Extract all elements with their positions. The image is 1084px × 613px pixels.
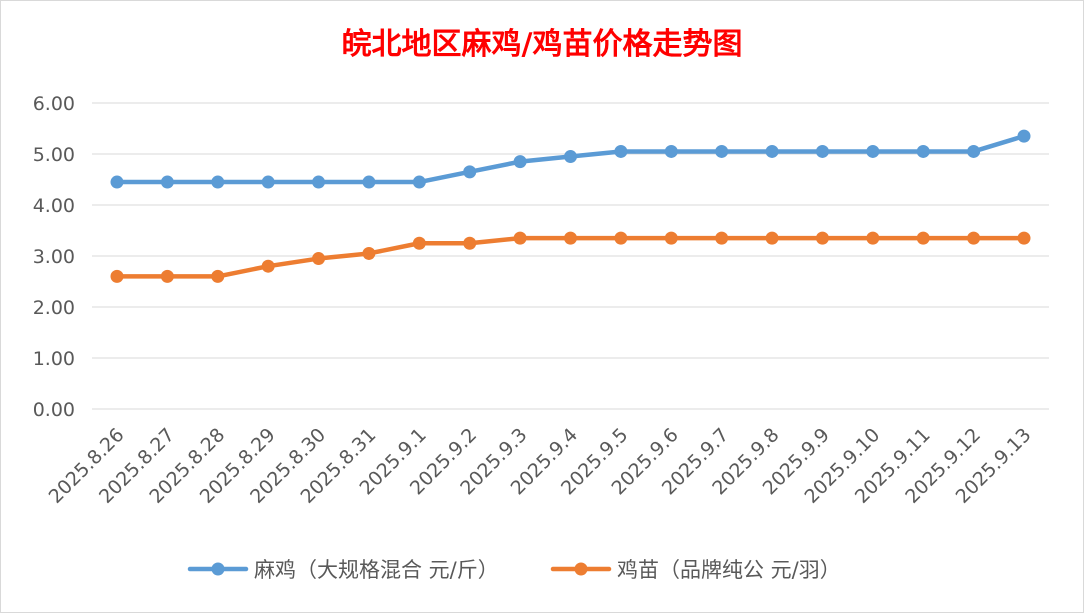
data-point [110,269,124,283]
y-axis-ticks: 0.00 1.00 2.00 3.00 4.00 5.00 6.00 [33,93,75,421]
data-point [463,165,477,179]
chart-title: 皖北地区麻鸡/鸡苗价格走势图 [342,27,743,62]
y-tick-label: 6.00 [33,93,75,115]
data-point [765,231,779,245]
data-point [312,175,326,189]
data-point [564,150,577,164]
y-tick-label: 4.00 [33,195,75,217]
data-point [916,231,930,245]
y-tick-label: 2.00 [33,297,75,319]
data-point [664,231,678,245]
legend: 麻鸡（大规格混合 元/斤） 鸡苗（品牌纯公 元/羽） [187,558,841,582]
legend-swatch-marker [574,562,588,576]
legend-item: 麻鸡（大规格混合 元/斤） [187,558,499,582]
data-point [312,252,326,266]
data-point [160,269,174,283]
data-point [463,236,477,250]
data-point [967,144,981,158]
data-point [362,175,376,189]
y-tick-label: 3.00 [33,246,75,268]
data-point [866,144,880,158]
legend-label: 麻鸡（大规格混合 元/斤） [254,558,499,582]
data-point [815,144,829,158]
data-point [1017,129,1031,143]
data-point [866,231,880,245]
data-point [513,155,527,169]
legend-swatch-marker [211,562,225,576]
series-2 [110,231,1031,283]
data-point [916,144,930,158]
y-tick-label: 5.00 [33,144,75,166]
series-1 [110,129,1031,189]
data-point [1017,231,1031,245]
legend-item: 鸡苗（品牌纯公 元/羽） [550,558,841,582]
data-point [110,175,124,189]
data-point [261,175,275,189]
data-point [362,246,376,260]
data-point [211,269,225,283]
y-tick-label: 1.00 [33,348,75,370]
data-point [564,231,577,245]
series-layer [110,129,1031,283]
legend-label: 鸡苗（品牌纯公 元/羽） [617,558,841,582]
data-point [261,259,275,273]
data-point [211,175,225,189]
data-point [614,231,628,245]
data-point [765,144,779,158]
data-point [967,231,981,245]
data-point [715,231,729,245]
data-point [614,144,628,158]
gridlines [92,102,1049,410]
data-point [815,231,829,245]
data-point [664,144,678,158]
data-point [160,175,174,189]
y-tick-label: 0.00 [33,399,75,421]
data-point [412,236,426,250]
data-point [412,175,426,189]
data-point [513,231,527,245]
data-point [715,144,729,158]
x-axis-ticks: 2025.8.262025.8.272025.8.282025.8.292025… [45,424,1036,508]
